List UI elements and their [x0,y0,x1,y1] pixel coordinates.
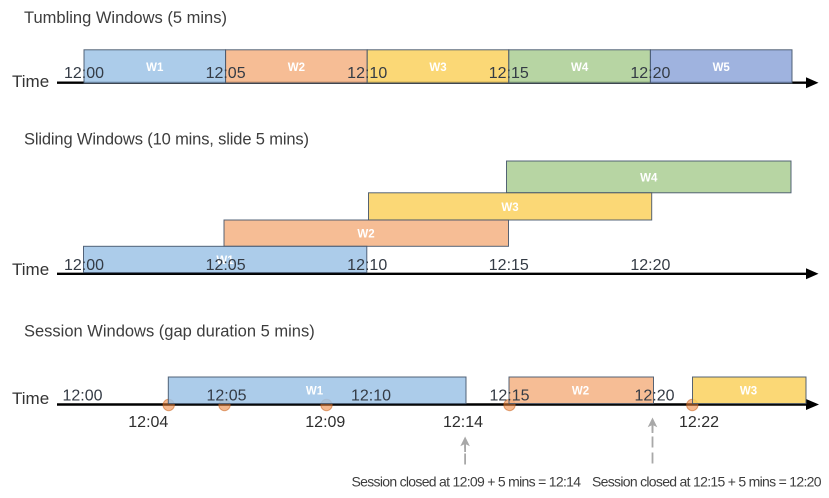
svg-text:12:15: 12:15 [489,65,529,82]
svg-text:W1: W1 [146,62,164,74]
svg-text:Sliding Windows (10 mins, slid: Sliding Windows (10 mins, slide 5 mins) [24,131,309,149]
svg-text:12:15: 12:15 [489,257,529,274]
svg-text:12:05: 12:05 [206,387,246,404]
svg-text:W3: W3 [501,202,518,214]
svg-text:12:22: 12:22 [679,414,719,431]
svg-text:W4: W4 [571,62,589,74]
svg-text:W5: W5 [713,62,731,74]
svg-text:W1: W1 [216,255,234,267]
svg-text:12:09: 12:09 [305,414,345,431]
svg-text:Tumbling Windows (5 mins): Tumbling Windows (5 mins) [24,9,227,27]
svg-text:W2: W2 [357,229,374,241]
svg-text:12:05: 12:05 [206,65,246,82]
svg-text:Session closed at 12:15 + 5 mi: Session closed at 12:15 + 5 mins = 12:20 [592,474,822,490]
svg-text:12:15: 12:15 [489,387,529,404]
svg-text:12:10: 12:10 [347,65,387,82]
svg-text:Time: Time [12,260,49,279]
svg-text:W2: W2 [288,62,305,74]
svg-text:12:20: 12:20 [630,257,670,274]
svg-text:12:10: 12:10 [351,387,391,404]
svg-text:W1: W1 [306,386,324,398]
svg-text:Session closed at 12:09 + 5 mi: Session closed at 12:09 + 5 mins = 12:14 [352,474,582,490]
svg-text:12:00: 12:00 [62,387,102,404]
svg-text:12:04: 12:04 [128,414,168,431]
svg-text:Time: Time [12,389,49,408]
svg-text:Time: Time [12,72,49,91]
svg-text:W4: W4 [640,172,658,184]
svg-text:W2: W2 [572,386,589,398]
svg-text:12:14: 12:14 [443,414,483,431]
svg-text:12:20: 12:20 [634,387,674,404]
svg-text:12:20: 12:20 [630,65,670,82]
svg-text:12:10: 12:10 [347,257,387,274]
svg-text:Session Windows (gap duration: Session Windows (gap duration 5 mins) [24,323,315,341]
svg-text:12:05: 12:05 [206,257,246,274]
svg-text:W3: W3 [429,62,446,74]
svg-text:12:00: 12:00 [64,257,104,274]
svg-text:12:00: 12:00 [64,65,104,82]
svg-text:W3: W3 [740,386,757,398]
